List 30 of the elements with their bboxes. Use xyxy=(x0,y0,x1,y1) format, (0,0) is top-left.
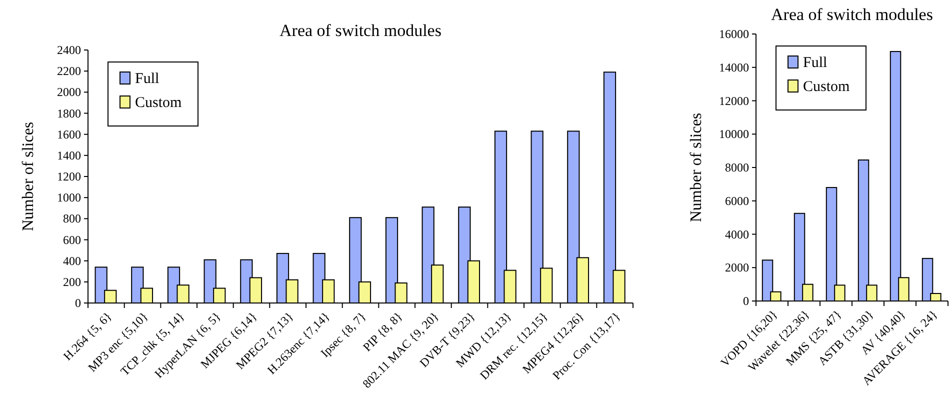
y-tick-label: 0 xyxy=(743,294,749,308)
chart-title: Area of switch modules xyxy=(771,5,933,24)
y-tick-label: 4000 xyxy=(725,227,749,242)
legend-label: Custom xyxy=(803,79,850,95)
legend-label: Full xyxy=(135,71,160,87)
y-tick-label: 2400 xyxy=(57,43,81,57)
y-axis-title: Number of slices xyxy=(688,112,705,222)
y-tick-label: 8000 xyxy=(725,160,749,174)
y-axis-title: Number of slices xyxy=(20,122,37,232)
y-tick-label: 0 xyxy=(75,296,81,310)
y-tick-label: 1000 xyxy=(57,190,81,205)
y-tick-label: 400 xyxy=(63,254,81,268)
y-tick-label: 12000 xyxy=(719,94,749,108)
y-tick-label: 2000 xyxy=(725,260,749,275)
legend-label: Custom xyxy=(135,95,182,111)
y-tick-label: 10000 xyxy=(719,127,749,142)
y-tick-label: 2000 xyxy=(57,85,81,100)
y-tick-label: 1800 xyxy=(57,106,81,120)
legend-label: Full xyxy=(803,55,828,71)
y-tick-label: 1400 xyxy=(57,148,81,162)
y-tick-label: 2200 xyxy=(57,64,81,78)
y-tick-label: 16000 xyxy=(719,27,749,41)
y-tick-label: 800 xyxy=(63,212,81,226)
y-tick-label: 1200 xyxy=(57,170,81,184)
chart-title: Area of switch modules xyxy=(280,21,442,40)
y-tick-label: 1600 xyxy=(57,127,81,142)
y-tick-label: 14000 xyxy=(719,60,749,74)
y-tick-label: 6000 xyxy=(725,194,749,208)
y-tick-label: 200 xyxy=(63,274,81,289)
y-tick-label: 600 xyxy=(63,232,81,247)
